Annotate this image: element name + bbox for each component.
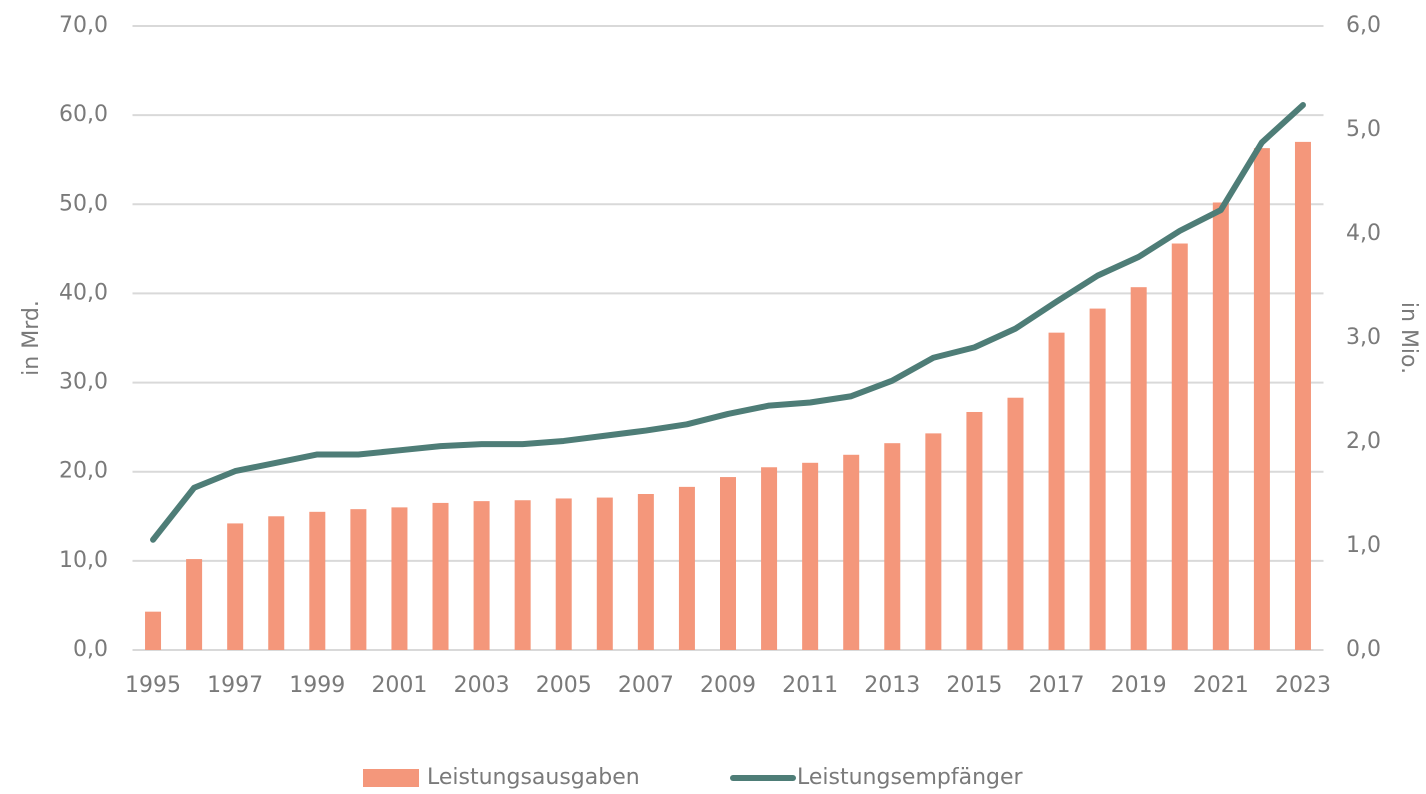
x-tick-label: 2011	[782, 673, 838, 698]
bar	[1089, 308, 1106, 650]
bar	[555, 498, 572, 650]
x-tick-label: 2015	[946, 673, 1002, 698]
x-tick-label: 2009	[700, 673, 756, 698]
x-tick-label: 2019	[1111, 673, 1167, 698]
y-tick-label: 40,0	[59, 280, 108, 305]
y2-axis-label: in Mio.	[1396, 302, 1421, 374]
bar	[1007, 397, 1024, 650]
y2-tick-label: 3,0	[1346, 325, 1381, 350]
y-tick-label: 60,0	[59, 102, 108, 127]
y-tick-label: 0,0	[73, 637, 108, 662]
x-tick-label: 2003	[454, 673, 510, 698]
legend-swatch	[363, 769, 419, 787]
bar	[1294, 141, 1311, 650]
bar	[1130, 287, 1147, 650]
legend-label: Leistungsempfänger	[797, 765, 1024, 790]
bar	[309, 511, 326, 650]
bar	[720, 477, 736, 650]
bar	[473, 501, 490, 650]
bar	[391, 507, 408, 650]
bar	[514, 500, 531, 650]
y-tick-label: 70,0	[59, 13, 108, 38]
legend-label: Leistungsausgaben	[427, 765, 640, 790]
bar	[145, 611, 162, 650]
y2-tick-label: 5,0	[1346, 117, 1381, 142]
y-tick-label: 20,0	[59, 459, 108, 484]
y2-tick-label: 0,0	[1346, 637, 1381, 662]
x-tick-label: 2001	[371, 673, 427, 698]
bar	[925, 433, 942, 650]
x-tick-label: 2021	[1193, 673, 1249, 698]
x-tick-label: 1999	[289, 673, 345, 698]
x-tick-label: 2007	[618, 673, 674, 698]
x-tick-label: 1995	[125, 673, 181, 698]
line	[150, 102, 1306, 543]
x-tick-label: 2013	[864, 673, 920, 698]
bar	[802, 462, 819, 650]
bar	[596, 497, 613, 650]
bar	[1212, 202, 1229, 650]
bar	[268, 516, 285, 650]
bar	[678, 486, 695, 650]
y-tick-label: 30,0	[59, 370, 108, 395]
bar	[1048, 332, 1065, 650]
x-tick-label: 2005	[536, 673, 592, 698]
y-tick-label: 10,0	[59, 548, 108, 573]
x-tick-label: 2023	[1275, 673, 1331, 698]
bar	[966, 411, 983, 650]
bar	[432, 502, 449, 650]
bar	[1171, 243, 1188, 650]
bar	[227, 523, 244, 650]
y2-tick-label: 4,0	[1346, 221, 1381, 246]
bar	[186, 559, 203, 650]
bar	[843, 454, 860, 650]
y-axis-label: in Mrd.	[19, 300, 44, 376]
bar	[1253, 148, 1270, 650]
bar	[637, 494, 654, 650]
y-tick-label: 50,0	[59, 191, 108, 216]
bar	[761, 467, 778, 650]
x-tick-label: 1997	[207, 673, 263, 698]
bar	[350, 509, 367, 650]
bar	[884, 443, 901, 650]
y2-tick-label: 6,0	[1346, 13, 1381, 38]
x-tick-label: 2017	[1029, 673, 1085, 698]
y2-tick-label: 2,0	[1346, 429, 1381, 454]
y2-tick-label: 1,0	[1346, 533, 1381, 558]
